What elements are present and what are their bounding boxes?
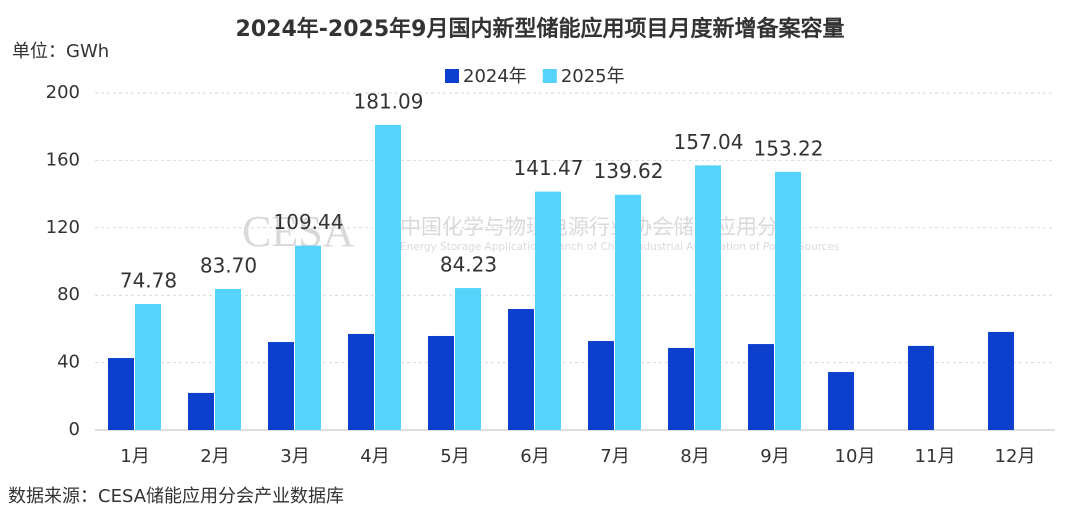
bar [348, 333, 374, 430]
x-tick-label: 10月 [835, 446, 876, 467]
bar [748, 344, 774, 430]
x-tick-label: 8月 [680, 446, 709, 467]
value-label: 74.78 [120, 268, 177, 292]
bar [108, 358, 134, 430]
bar [668, 347, 694, 430]
legend-label: 2024年 [463, 66, 527, 87]
x-tick-label: 2月 [200, 446, 229, 467]
legend-swatch [445, 69, 459, 83]
value-label: 181.09 [354, 89, 424, 113]
x-tick-label: 5月 [440, 446, 469, 467]
bar [908, 345, 934, 430]
bar [428, 335, 454, 430]
x-tick-label: 11月 [915, 446, 956, 467]
bar [295, 245, 321, 430]
bar [375, 124, 401, 431]
bar [988, 331, 1014, 430]
y-tick-label: 0 [69, 419, 80, 440]
bar [508, 309, 534, 430]
bar [215, 288, 241, 430]
x-tick-label: 3月 [280, 446, 309, 467]
watermark-name: 中国化学与物理电源行业协会储能应用分会 [400, 215, 799, 239]
y-tick-label: 80 [57, 284, 80, 305]
value-label: 153.22 [754, 136, 824, 160]
x-tick-label: 6月 [520, 446, 549, 467]
bar [135, 303, 161, 430]
bar [775, 171, 801, 431]
bar [455, 288, 481, 430]
y-tick-label: 40 [57, 352, 80, 373]
bar [535, 191, 561, 430]
x-tick-label: 9月 [760, 446, 789, 467]
value-label: 139.62 [594, 159, 664, 183]
value-label: 84.23 [440, 253, 497, 277]
x-tick-label: 4月 [360, 446, 389, 467]
chart-title: 2024年-2025年9月国内新型储能应用项目月度新增备案容量 [236, 16, 845, 42]
x-tick-label: 12月 [995, 446, 1036, 467]
value-label: 83.70 [200, 253, 257, 277]
bar [588, 341, 614, 430]
legend-swatch [542, 69, 557, 83]
y-tick-label: 120 [46, 217, 80, 238]
value-label: 109.44 [274, 210, 344, 234]
y-tick-label: 200 [46, 82, 80, 103]
bar [828, 372, 854, 430]
legend-label: 2025年 [561, 66, 625, 87]
bar [615, 194, 641, 430]
value-label: 141.47 [514, 156, 584, 180]
x-tick-label: 1月 [120, 446, 149, 467]
y-tick-label: 160 [46, 149, 80, 170]
x-tick-label: 7月 [600, 446, 629, 467]
bar [268, 342, 294, 430]
bar [695, 165, 721, 430]
source: 数据来源：CESA储能应用分会产业数据库 [8, 486, 344, 507]
value-label: 157.04 [674, 130, 744, 154]
y-axis-label: 单位：GWh [12, 41, 109, 62]
bar [188, 392, 214, 430]
